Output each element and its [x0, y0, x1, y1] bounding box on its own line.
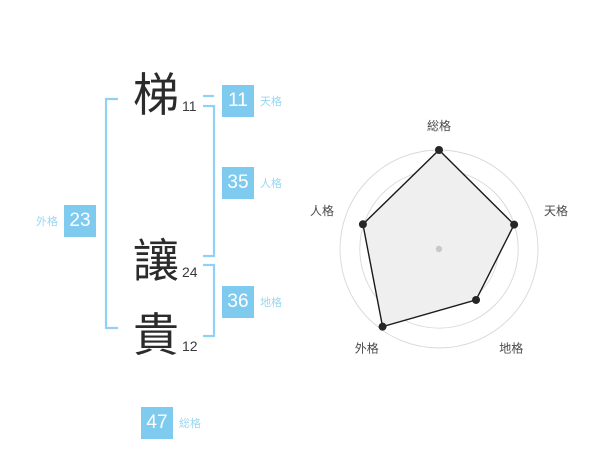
kanji-strokes-2: 24 — [182, 264, 198, 280]
badge-chikaku[interactable]: 36 地格 — [222, 286, 282, 318]
radar-point-地格 — [472, 295, 481, 304]
badge-tenkaku-label: 天格 — [260, 95, 282, 108]
kanji-character-1: 梯 11 — [133, 72, 197, 118]
radar-axis-label-地格: 地格 — [499, 341, 523, 356]
radar-center-dot — [435, 245, 443, 253]
radar-axis-label-総格: 総格 — [427, 118, 451, 133]
badge-jinkaku-label: 人格 — [260, 177, 282, 190]
badge-gaikaku-value: 23 — [64, 205, 96, 237]
chikaku-bracket — [203, 263, 216, 338]
radar-point-外格 — [378, 322, 387, 331]
badge-tenkaku-value: 11 — [222, 85, 254, 117]
kanji-character-3: 貴 12 — [133, 312, 198, 358]
radar-axis-label-天格: 天格 — [544, 203, 568, 218]
kanji-strokes-1: 11 — [182, 98, 197, 114]
gaikaku-bracket — [104, 97, 118, 330]
radar-point-天格 — [510, 220, 519, 229]
radar-axis-label-人格: 人格 — [310, 203, 334, 218]
name-kakusu-diagram: 梯 11 讓 24 貴 12 11 天格 35 人格 36 地格 外格 23 47 総… — [36, 72, 282, 439]
kanji-glyph-3: 貴 — [133, 308, 179, 362]
radar-data-area — [362, 150, 515, 327]
jinkaku-bracket — [203, 104, 216, 258]
badge-jinkaku-value: 35 — [222, 167, 254, 199]
badge-gaikaku[interactable]: 外格 23 — [36, 205, 96, 237]
radar-point-総格 — [435, 146, 443, 154]
kanji-strokes-3: 12 — [182, 338, 198, 354]
radar-data-outline — [362, 149, 515, 328]
radar-point-人格 — [358, 220, 367, 229]
kanji-glyph-1: 梯 — [133, 68, 179, 122]
badge-gaikaku-label: 外格 — [36, 215, 58, 228]
badge-jinkaku[interactable]: 35 人格 — [222, 167, 282, 199]
badge-chikaku-label: 地格 — [260, 296, 282, 309]
badge-tenkaku[interactable]: 11 天格 — [222, 85, 282, 117]
kanji-character-2: 讓 24 — [133, 238, 198, 284]
kanji-glyph-2: 讓 — [133, 234, 179, 288]
badge-soukaku[interactable]: 47 総格 — [141, 407, 201, 439]
radar-data-points — [358, 146, 519, 331]
badge-soukaku-label: 総格 — [179, 417, 201, 430]
kakusu-radar-chart: 総格天格地格 外格 人格 — [300, 0, 600, 470]
badge-chikaku-value: 36 — [222, 286, 254, 318]
badge-soukaku-value: 47 — [141, 407, 173, 439]
radar-axis-label-外格: 外格 — [355, 341, 379, 356]
